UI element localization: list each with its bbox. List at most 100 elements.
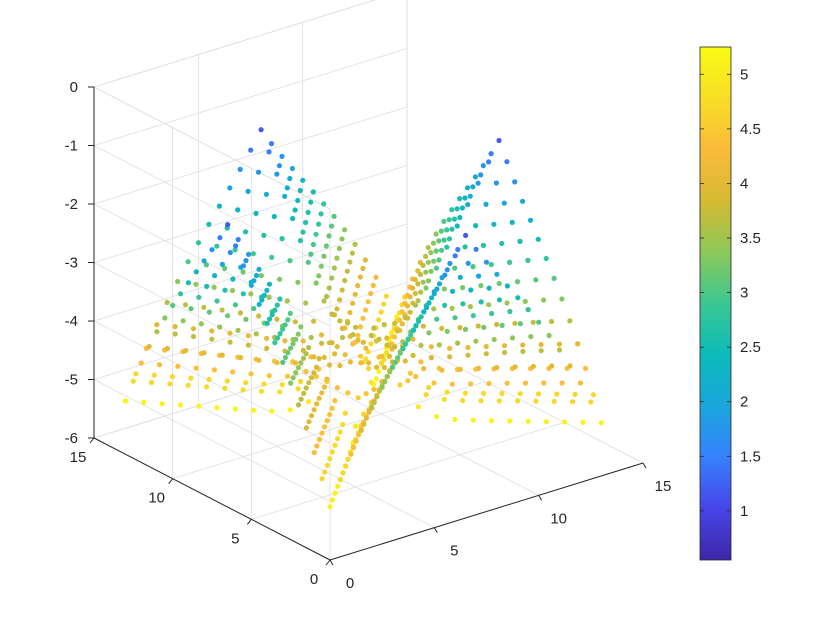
scatter-point	[468, 381, 474, 387]
scatter-point	[224, 378, 230, 384]
scatter-point	[472, 174, 478, 180]
scatter-point	[277, 331, 283, 337]
scatter-point	[337, 429, 343, 435]
scatter-point	[598, 420, 604, 426]
scatter-point	[582, 365, 589, 371]
scatter-point	[261, 292, 267, 298]
scatter-point	[370, 282, 376, 288]
scatter-point	[449, 226, 455, 232]
scatter-point	[408, 332, 414, 338]
scatter-point	[376, 388, 382, 394]
scatter-point	[319, 340, 325, 346]
scatter-point	[290, 215, 296, 222]
scatter-point	[311, 449, 317, 456]
scatter-point	[264, 320, 270, 326]
scatter-point	[345, 320, 351, 326]
scatter-point	[520, 198, 526, 204]
scatter-point	[271, 213, 277, 220]
scatter-point	[282, 322, 288, 328]
scatter-point	[313, 231, 319, 237]
scatter-point	[441, 396, 447, 402]
scatter-point	[292, 207, 298, 213]
scatter-point	[410, 336, 416, 342]
scatter-point	[227, 330, 233, 336]
scatter-point	[460, 285, 466, 291]
scatter-point	[321, 201, 327, 207]
x-axis-line	[329, 462, 644, 561]
scatter-point	[507, 259, 513, 265]
scatter-point	[303, 385, 309, 391]
scatter-point	[360, 339, 366, 345]
scatter-point	[470, 264, 476, 270]
scatter-point	[478, 283, 484, 289]
colorbar-tick-label: 1	[740, 503, 748, 520]
scatter-point	[488, 151, 494, 157]
scatter-point	[483, 343, 489, 350]
scatter-point	[355, 337, 361, 343]
scatter-point	[449, 381, 455, 387]
scatter-point	[214, 298, 220, 304]
scatter-point	[243, 258, 249, 264]
scatter-point	[402, 358, 408, 364]
scatter-point	[282, 193, 288, 199]
scatter-point	[441, 218, 447, 224]
scatter-point	[227, 339, 233, 345]
scatter-point	[496, 280, 502, 287]
scatter-point	[383, 293, 389, 299]
scatter-point	[546, 332, 552, 339]
scatter-point	[381, 322, 387, 328]
y-tick-label: 5	[231, 530, 239, 547]
scatter-point	[311, 407, 317, 413]
scatter-point	[332, 351, 338, 357]
scatter-point	[264, 335, 270, 341]
scatter-point	[355, 283, 361, 289]
scatter-point	[256, 313, 262, 319]
scatter-point	[175, 278, 181, 285]
scatter-point	[172, 331, 178, 337]
scatter-point	[342, 227, 348, 233]
x-tick-label: 10	[550, 510, 567, 527]
scatter-point	[504, 159, 510, 165]
y-tick-mark	[246, 519, 252, 525]
scatter-point	[515, 398, 521, 404]
z-tick-label: -1	[65, 138, 78, 155]
scatter-point	[232, 406, 238, 412]
grid-line	[93, 282, 408, 380]
scatter-point	[251, 278, 257, 284]
scatter-point	[243, 316, 249, 322]
scatter-point	[520, 342, 526, 348]
scatter-point	[146, 344, 152, 350]
y-tick-mark	[325, 559, 331, 566]
scatter-point	[533, 398, 539, 404]
scatter-point	[468, 287, 474, 293]
y-tick-label: 10	[148, 490, 165, 507]
scatter-point	[274, 335, 281, 341]
scatter-point	[130, 378, 136, 384]
scatter-point	[512, 364, 518, 370]
scatter-point	[290, 341, 296, 347]
scatter-point	[413, 323, 419, 329]
scatter-point	[389, 329, 395, 336]
scatter-point	[201, 350, 207, 356]
scatter-point	[274, 316, 280, 322]
scatter-point	[342, 410, 348, 416]
scatter-point	[232, 247, 238, 253]
scatter-point	[347, 359, 353, 365]
scatter-point	[193, 281, 199, 287]
scatter-point	[274, 302, 280, 308]
scatter-point	[522, 380, 529, 386]
scatter-point	[363, 391, 369, 397]
scatter-point	[326, 233, 332, 239]
scatter-point	[253, 331, 259, 337]
scatter-point	[353, 438, 359, 444]
scatter-point	[280, 359, 286, 365]
scatter-point	[154, 329, 160, 335]
scatter-point	[423, 304, 430, 311]
scatter-point	[434, 286, 440, 292]
scatter-point	[258, 127, 264, 133]
colorbar-tick-label: 3.5	[740, 230, 761, 247]
colorbar-tick-label: 2.5	[740, 339, 761, 356]
scatter-point	[460, 397, 466, 404]
scatter-point	[462, 326, 469, 332]
scatter-point	[371, 386, 377, 392]
